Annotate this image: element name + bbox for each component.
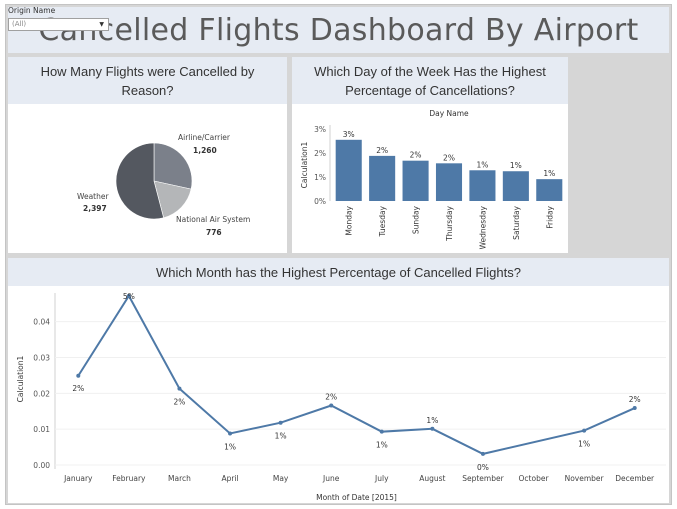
origin-select-value: (All) <box>12 20 27 28</box>
line-y-axis-title: Calculation1 <box>16 355 25 402</box>
pie-slice <box>153 142 193 190</box>
pie-slice-name: Weather <box>77 192 109 201</box>
pie-panel-title: How Many Flights were Cancelled by Reaso… <box>40 63 255 98</box>
bar-data-label: 2% <box>410 151 422 160</box>
line-x-tick: May <box>273 474 289 483</box>
bar-thursday <box>435 163 463 201</box>
line-point <box>379 429 384 434</box>
bar-top-label: Day Name <box>429 109 469 118</box>
bar-data-label: 1% <box>543 169 555 178</box>
line-point <box>480 451 485 456</box>
line-x-tick: April <box>221 474 238 483</box>
origin-select[interactable]: (All) ▼ <box>8 18 109 31</box>
line-data-label: 0% <box>477 463 489 472</box>
line-point <box>126 293 131 298</box>
bar-y-tick: 3% <box>314 125 326 134</box>
pie-slice-value: 2,397 <box>83 204 107 213</box>
line-x-axis-title: Month of Date [2015] <box>316 493 397 502</box>
line-data-label: 1% <box>275 432 287 441</box>
pie-slice <box>153 180 192 219</box>
pie-chart-panel: How Many Flights were Cancelled by Reaso… <box>8 57 287 253</box>
bar-y-axis-title: Calculation1 <box>300 141 309 188</box>
pie-slice-name: National Air System <box>176 215 250 224</box>
origin-filter: Origin Name (All) ▼ <box>6 5 109 35</box>
line-point <box>329 403 334 408</box>
line-x-tick: July <box>374 474 389 483</box>
bar-x-tick: Thursday <box>445 205 454 241</box>
bar-x-tick: Tuesday <box>378 205 387 237</box>
bar-tuesday <box>369 155 396 201</box>
bar-monday <box>335 139 362 201</box>
line-data-label: 2% <box>72 384 84 393</box>
line-x-tick: September <box>462 474 504 483</box>
line-point <box>632 406 637 411</box>
line-y-tick: 0.02 <box>33 389 50 398</box>
line-point <box>177 386 182 391</box>
dashboard-title-bar: Cancelled Flights Dashboard By Airport <box>8 7 669 53</box>
bar-x-tick: Saturday <box>512 205 521 239</box>
line-data-label: 2% <box>174 398 186 407</box>
line-x-tick: November <box>565 474 605 483</box>
line-chart: 0.00 0.01 0.02 0.03 0.04 Calculation1 January F… <box>16 292 666 502</box>
pie-slice-value: 1,260 <box>193 146 217 155</box>
dashboard-title: Cancelled Flights Dashboard By Airport <box>38 12 639 48</box>
line-y-tick: 0.00 <box>33 461 50 470</box>
line-data-label: 2% <box>629 395 641 404</box>
bar-sunday <box>402 160 429 201</box>
pie-chart: Airline/Carrier 1,260 National Air System 7… <box>77 133 250 237</box>
bar-friday <box>536 179 563 201</box>
line-panel-header: Which Month has the Highest Percentage o… <box>8 258 669 286</box>
line-data-label: 1% <box>224 442 236 451</box>
line-y-tick: 0.04 <box>33 318 50 327</box>
line-x-tick: June <box>322 474 340 483</box>
bar-data-label: 3% <box>343 130 355 139</box>
pie-slice-value: 776 <box>206 228 222 237</box>
line-point <box>430 426 435 431</box>
line-x-tick: January <box>63 474 93 483</box>
pie-panel-header: How Many Flights were Cancelled by Reaso… <box>8 57 287 104</box>
bar-panel-title: Which Day of the Week Has the Highest Pe… <box>314 63 546 98</box>
bar-y-tick: 1% <box>314 173 326 182</box>
bar-x-tick: Monday <box>345 205 354 235</box>
bar-y-tick: 2% <box>314 149 326 158</box>
pie-slice <box>115 142 164 220</box>
line-data-label: 2% <box>325 393 337 402</box>
line-y-tick: 0.01 <box>33 425 50 434</box>
line-x-tick: October <box>519 474 550 483</box>
line-point <box>228 431 233 436</box>
line-data-label: 5% <box>123 292 135 301</box>
dashboard-frame: Cancelled Flights Dashboard By Airport H… <box>5 4 672 505</box>
bar-x-tick: Friday <box>545 205 554 228</box>
line-x-tick: December <box>615 474 655 483</box>
bar-panel-header: Which Day of the Week Has the Highest Pe… <box>292 57 568 104</box>
bar-y-tick: 0% <box>314 197 326 206</box>
pie-slice-name: Airline/Carrier <box>178 133 231 142</box>
line-x-tick: August <box>419 474 445 483</box>
line-y-tick: 0.03 <box>33 354 50 363</box>
bar-x-tick: Wednesday <box>478 205 487 249</box>
line-panel-title: Which Month has the Highest Percentage o… <box>156 264 521 280</box>
line-x-tick: March <box>168 474 191 483</box>
line-data-label: 1% <box>376 441 388 450</box>
bar-wednesday <box>469 170 496 201</box>
bar-x-tick: Sunday <box>412 205 421 234</box>
bar-data-label: 1% <box>476 160 488 169</box>
bar-chart-panel: Which Day of the Week Has the Highest Pe… <box>292 57 568 253</box>
dropdown-arrow-icon[interactable]: ▼ <box>99 21 104 28</box>
line-point <box>278 420 283 425</box>
line-data-label: 1% <box>426 416 438 425</box>
bar-chart: Day Name Calculation1 0% 1% 2% 3% 3% Monday 2% Tu… <box>300 109 563 249</box>
line-point <box>582 428 587 433</box>
line-point <box>76 373 81 378</box>
bar-data-label: 2% <box>376 146 388 155</box>
bar-data-label: 1% <box>510 161 522 170</box>
bar-data-label: 2% <box>443 153 455 162</box>
line-x-tick: February <box>112 474 146 483</box>
bar-saturday <box>502 171 529 201</box>
origin-filter-label: Origin Name <box>8 6 56 15</box>
line-data-label: 1% <box>578 440 590 449</box>
line-series-path <box>77 293 636 455</box>
line-chart-panel: Which Month has the Highest Percentage o… <box>8 258 669 503</box>
